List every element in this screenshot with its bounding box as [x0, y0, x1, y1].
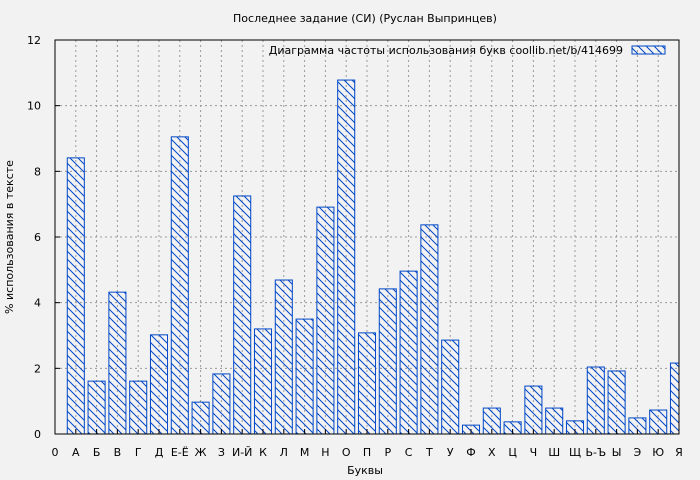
chart-title: Последнее задание (СИ) (Руслан Выпринцев…	[233, 12, 497, 25]
x-tick-label: Г	[135, 446, 142, 459]
x-tick-label: Я	[675, 446, 683, 459]
y-tick-label: 10	[27, 100, 41, 113]
x-tick-label: Ь-Ъ	[585, 446, 606, 459]
bar-Д	[149, 334, 169, 435]
bar-К	[253, 328, 273, 435]
legend-swatch	[631, 45, 666, 55]
legend: Диаграмма частоты использования букв coo…	[269, 44, 666, 57]
x-tick-label: У	[447, 446, 454, 459]
x-tick-label: Ф	[466, 446, 475, 459]
x-tick-label: Ю	[652, 446, 664, 459]
x-tick-label: И-Й	[232, 446, 252, 459]
x-tick-label: Х	[488, 446, 496, 459]
x-tick-label: Л	[280, 446, 288, 459]
x-tick-label: Е-Ё	[171, 446, 189, 459]
bar-Т	[420, 224, 439, 435]
x-tick-label: В	[114, 446, 122, 459]
y-tick-label: 8	[34, 165, 41, 178]
x-tick-label: З	[218, 446, 225, 459]
x-axis: 0 А Б В Г Д Е-Ё Ж З И-Й К Л М Н О П Р С Т У Ф Х Ц Ч Ш Щ Ь-Ъ Ы Э Ю Я	[52, 429, 683, 459]
y-tick-label: 12	[27, 34, 41, 47]
x-tick-label: Э	[634, 446, 642, 459]
bar-Я	[669, 362, 680, 435]
bar-Б	[87, 380, 106, 435]
x-tick-label: П	[363, 446, 371, 459]
y-tick-label: 2	[34, 362, 41, 375]
bars	[66, 79, 680, 435]
bar-Л	[274, 279, 293, 435]
x-tick-label: 0	[52, 446, 59, 459]
bar-Ы	[607, 370, 626, 435]
bar-Р	[378, 288, 397, 435]
bar-П	[357, 332, 377, 435]
x-tick-label: Ш	[548, 446, 560, 459]
bar-И-Й	[233, 195, 252, 435]
y-axis: 0 2 4 6 8 10 12	[27, 34, 60, 441]
bar-А	[66, 157, 85, 435]
x-tick-label: С	[405, 446, 413, 459]
x-tick-label: О	[342, 446, 351, 459]
bar-М	[295, 318, 314, 435]
x-tick-label: Ы	[612, 446, 622, 459]
x-tick-label: Н	[321, 446, 329, 459]
x-tick-label: М	[300, 446, 310, 459]
x-tick-label: Ж	[195, 446, 207, 459]
x-tick-label: Щ	[569, 446, 581, 459]
bar-Г	[129, 380, 148, 435]
x-tick-label: Б	[93, 446, 101, 459]
x-tick-label: Ц	[508, 446, 517, 459]
x-axis-label: Буквы	[347, 464, 383, 477]
bar-У	[441, 339, 460, 435]
y-axis-label: % использования в тексте	[3, 160, 16, 314]
y-tick-label: 4	[34, 297, 41, 310]
bar-Е-Ё	[170, 136, 189, 435]
bar-Н	[316, 206, 335, 435]
x-tick-label: Т	[425, 446, 433, 459]
legend-label: Диаграмма частоты использования букв coo…	[269, 44, 623, 57]
y-tick-label: 6	[34, 231, 41, 244]
bar-С	[399, 270, 418, 435]
bar-О	[337, 79, 356, 435]
x-tick-label: К	[259, 446, 267, 459]
bar-Ь-Ъ	[586, 366, 605, 435]
bar-В	[108, 291, 127, 435]
x-tick-label: А	[72, 446, 80, 459]
x-tick-label: Ч	[530, 446, 538, 459]
bar-Ч	[524, 385, 543, 435]
x-tick-label: Д	[155, 446, 164, 459]
x-tick-label: Р	[384, 446, 391, 459]
bar-З	[212, 373, 231, 435]
y-tick-label: 0	[34, 428, 41, 441]
